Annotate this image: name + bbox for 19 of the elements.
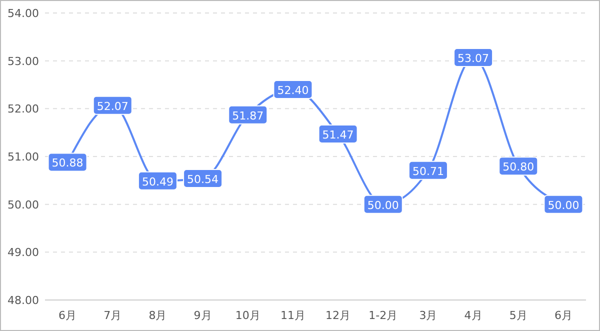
- y-tick-label: 54.00: [8, 7, 39, 20]
- x-tick-label: 8月: [148, 309, 167, 322]
- y-tick-label: 53.00: [8, 54, 39, 68]
- x-tick-label: 7月: [104, 309, 122, 322]
- x-tick-label: 9月: [194, 309, 212, 322]
- x-tick-label: 1-2月: [368, 309, 398, 322]
- y-tick-label: 51.00: [8, 150, 39, 164]
- x-tick-label: 10月: [235, 309, 260, 322]
- y-tick-label: 52.00: [8, 102, 39, 116]
- y-tick-label: 49.00: [8, 246, 39, 260]
- x-tick-label: 11月: [280, 309, 306, 322]
- x-tick-label: 5月: [509, 309, 528, 322]
- y-tick-label: 50.00: [8, 198, 39, 212]
- x-tick-label: 3月: [419, 309, 438, 322]
- x-tick-label: 12月: [326, 309, 351, 322]
- y-tick-label: 48.00: [8, 294, 39, 307]
- x-tick-label: 4月: [464, 309, 482, 322]
- x-tick-label: 6月: [554, 309, 572, 322]
- x-tick-label: 6月: [58, 309, 77, 322]
